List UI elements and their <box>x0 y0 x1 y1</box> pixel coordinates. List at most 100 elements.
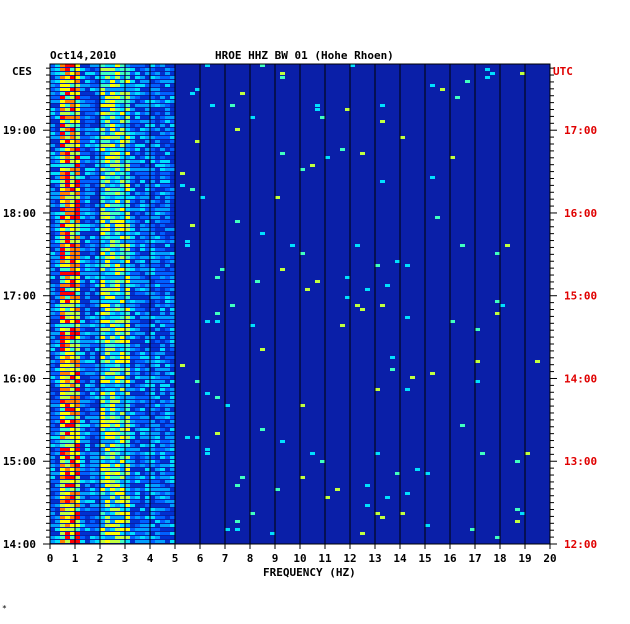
spectrogram-cell <box>155 124 160 127</box>
spectrogram-cell <box>140 180 145 183</box>
spectrogram-cell <box>125 344 130 347</box>
spectrogram-cell <box>90 424 95 427</box>
spectrogram-cell <box>65 224 70 227</box>
spectrogram-cell <box>100 488 105 491</box>
spectrogram-cell <box>155 168 160 171</box>
spectrogram-cell <box>105 444 110 447</box>
spectrogram-cell <box>120 292 125 295</box>
spectrogram-cell <box>80 452 85 455</box>
spectrogram-cell <box>80 200 85 203</box>
spectrogram-cell <box>150 296 155 299</box>
spectrogram-cell <box>205 320 210 323</box>
spectrogram-cell <box>150 108 155 111</box>
spectrogram-cell <box>170 148 175 151</box>
spectrogram-cell <box>70 456 75 459</box>
spectrogram-cell <box>165 204 170 207</box>
spectrogram-cell <box>135 388 140 391</box>
spectrogram-cell <box>110 372 115 375</box>
spectrogram-cell <box>85 400 90 403</box>
spectrogram-cell <box>85 360 90 363</box>
spectrogram-cell <box>165 456 170 459</box>
spectrogram-cell <box>400 136 405 139</box>
spectrogram-cell <box>50 516 55 519</box>
spectrogram-cell <box>125 448 130 451</box>
spectrogram-cell <box>50 476 55 479</box>
spectrogram-cell <box>50 452 55 455</box>
spectrogram-cell <box>105 500 110 503</box>
spectrogram-cell <box>115 220 120 223</box>
spectrogram-cell <box>140 428 145 431</box>
spectrogram-cell <box>160 484 165 487</box>
spectrogram-cell <box>90 272 95 275</box>
spectrogram-cell <box>135 316 140 319</box>
spectrogram-cell <box>140 316 145 319</box>
spectrogram-cell <box>150 304 155 307</box>
spectrogram-cell <box>50 296 55 299</box>
spectrogram-cell <box>145 416 150 419</box>
spectrogram-cell <box>50 496 55 499</box>
spectrogram-cell <box>110 196 115 199</box>
spectrogram-cell <box>75 500 80 503</box>
spectrogram-cell <box>165 152 170 155</box>
spectrogram-cell <box>75 260 80 263</box>
spectrogram-cell <box>120 500 125 503</box>
spectrogram-cell <box>80 248 85 251</box>
spectrogram-cell <box>95 496 100 499</box>
spectrogram-cell <box>125 520 130 523</box>
spectrogram-cell <box>95 464 100 467</box>
spectrogram-cell <box>100 132 105 135</box>
spectrogram-cell <box>60 388 65 391</box>
spectrogram-cell <box>100 476 105 479</box>
spectrogram-cell <box>125 352 130 355</box>
spectrogram-cell <box>55 336 60 339</box>
spectrogram-cell <box>85 320 90 323</box>
spectrogram-cell <box>75 384 80 387</box>
spectrogram-cell <box>65 116 70 119</box>
spectrogram-cell <box>80 444 85 447</box>
spectrogram-cell <box>495 536 500 539</box>
spectrogram-cell <box>240 92 245 95</box>
spectrogram-cell <box>120 224 125 227</box>
spectrogram-cell <box>80 400 85 403</box>
spectrogram-cell <box>60 160 65 163</box>
left-tick-label: 15:00 <box>3 455 36 468</box>
spectrogram-cell <box>80 284 85 287</box>
spectrogram-cell <box>50 120 55 123</box>
spectrogram-cell <box>85 328 90 331</box>
spectrogram-cell <box>160 84 165 87</box>
spectrogram-cell <box>160 464 165 467</box>
spectrogram-cell <box>170 488 175 491</box>
spectrogram-cell <box>130 76 135 79</box>
spectrogram-cell <box>170 264 175 267</box>
spectrogram-cell <box>135 452 140 455</box>
spectrogram-cell <box>150 456 155 459</box>
spectrogram-cell <box>60 148 65 151</box>
spectrogram-cell <box>55 396 60 399</box>
spectrogram-cell <box>90 448 95 451</box>
spectrogram-cell <box>90 280 95 283</box>
spectrogram-cell <box>55 288 60 291</box>
spectrogram-cell <box>305 288 310 291</box>
spectrogram-cell <box>105 120 110 123</box>
spectrogram-cell <box>55 436 60 439</box>
spectrogram-cell <box>135 288 140 291</box>
spectrogram-cell <box>115 508 120 511</box>
spectrogram-cell <box>150 412 155 415</box>
spectrogram-cell <box>130 204 135 207</box>
spectrogram-cell <box>115 540 120 543</box>
spectrogram-cell <box>135 144 140 147</box>
spectrogram-cell <box>125 196 130 199</box>
spectrogram-cell <box>120 72 125 75</box>
spectrogram-cell <box>85 164 90 167</box>
spectrogram-cell <box>125 484 130 487</box>
spectrogram-cell <box>160 536 165 539</box>
spectrogram-cell <box>115 176 120 179</box>
spectrogram-cell <box>130 372 135 375</box>
spectrogram-cell <box>150 188 155 191</box>
spectrogram-cell <box>70 476 75 479</box>
spectrogram-cell <box>90 212 95 215</box>
spectrogram-cell <box>85 76 90 79</box>
spectrogram-cell <box>165 308 170 311</box>
spectrogram-cell <box>105 476 110 479</box>
spectrogram-cell <box>170 232 175 235</box>
